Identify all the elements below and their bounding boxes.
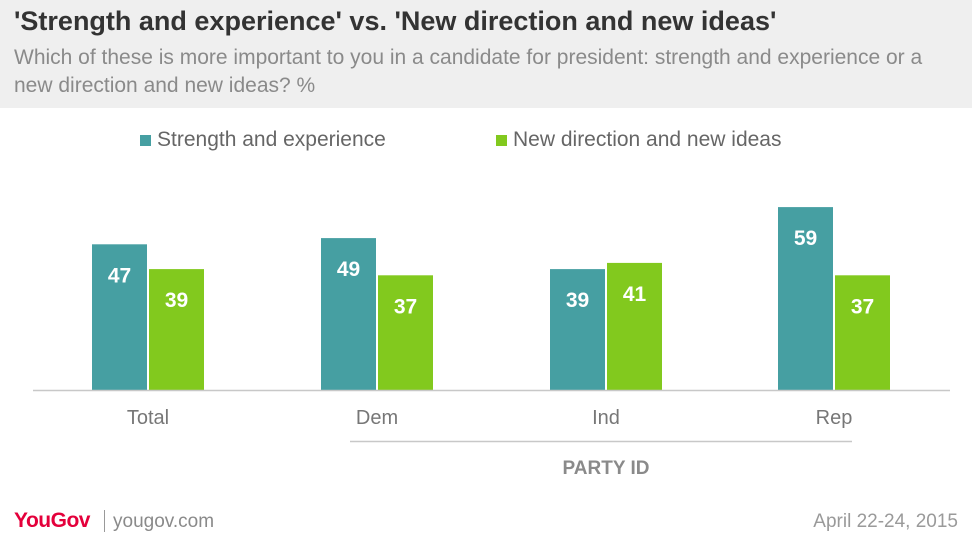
- header-band: 'Strength and experience' vs. 'New direc…: [0, 0, 972, 108]
- category-label-dem: Dem: [356, 407, 398, 429]
- footer-divider: [104, 510, 105, 532]
- data-label-ind-series-0: 39: [566, 289, 589, 312]
- bar-dem-series-0: [321, 238, 376, 390]
- data-label-ind-series-1: 41: [623, 283, 647, 306]
- data-label-rep-series-1: 37: [851, 295, 874, 318]
- legend: Strength and experience New direction an…: [0, 128, 972, 152]
- bar-chart: 47 39 Total 49 37 Dem 39 41 Ind 59 37 Rep PARTY ID: [33, 207, 950, 479]
- data-label-dem-series-1: 37: [394, 295, 417, 318]
- data-label-dem-series-0: 49: [337, 258, 360, 281]
- chart-subtitle: Which of these is more important to you …: [14, 46, 923, 97]
- legend-label-strength: Strength and experience: [157, 128, 386, 151]
- party-id-label: PARTY ID: [563, 458, 650, 479]
- bar-ind-series-1: [607, 262, 662, 390]
- yougov-logo: YouGov: [14, 509, 90, 532]
- legend-item-new-direction: New direction and new ideas: [496, 128, 782, 152]
- bar-total-series-1: [149, 269, 204, 390]
- legend-swatch-strength: [140, 134, 151, 146]
- legend-label-new-direction: New direction and new ideas: [513, 128, 782, 151]
- bar-rep-series-0: [778, 207, 833, 390]
- category-label-total: Total: [127, 407, 169, 429]
- footer-site-link[interactable]: yougov.com: [113, 511, 215, 532]
- data-label-rep-series-0: 59: [794, 227, 817, 250]
- chart-title: 'Strength and experience' vs. 'New direc…: [14, 6, 777, 36]
- category-label-ind: Ind: [592, 407, 620, 429]
- bar-ind-series-0: [550, 269, 605, 390]
- bar-dem-series-1: [378, 275, 433, 390]
- bar-total-series-0: [92, 244, 147, 390]
- data-label-total-series-0: 47: [108, 264, 131, 287]
- footer-date: April 22-24, 2015: [813, 511, 958, 532]
- bar-rep-series-1: [835, 275, 890, 390]
- data-label-total-series-1: 39: [165, 289, 188, 312]
- legend-swatch-new-direction: [496, 134, 507, 146]
- legend-item-strength: Strength and experience: [140, 128, 386, 152]
- category-label-rep: Rep: [816, 407, 853, 429]
